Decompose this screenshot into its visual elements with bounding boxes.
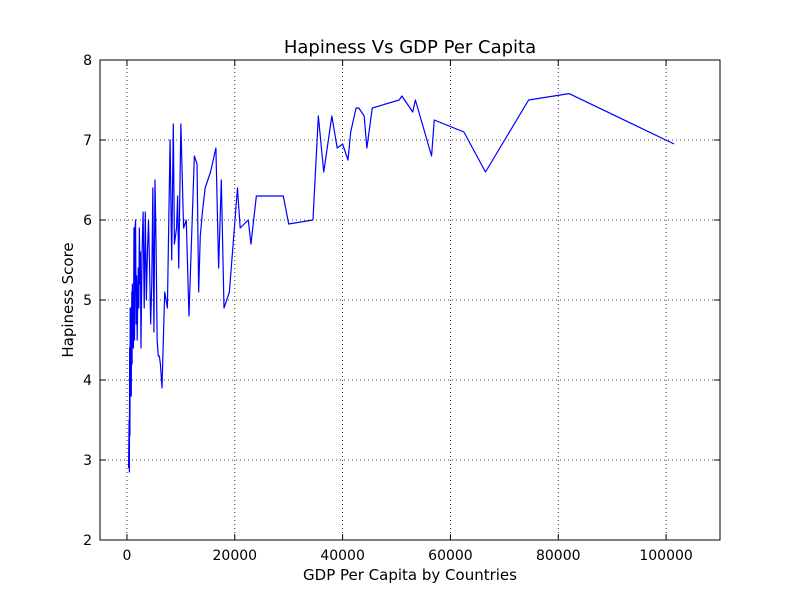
y-tick-label: 2 bbox=[83, 533, 92, 549]
y-tick-label: 8 bbox=[83, 53, 92, 69]
x-tick-label: 20000 bbox=[213, 548, 258, 564]
y-tick-label: 5 bbox=[83, 293, 92, 309]
y-tick-label: 3 bbox=[83, 453, 92, 469]
y-tick-label: 7 bbox=[83, 133, 92, 149]
x-axis-title: GDP Per Capita by Countries bbox=[303, 566, 517, 584]
x-tick-label: 80000 bbox=[536, 548, 581, 564]
y-axis-title: Hapiness Score bbox=[59, 242, 77, 357]
y-tick-label: 4 bbox=[83, 373, 92, 389]
series-layer bbox=[127, 92, 675, 473]
x-tick-label: 0 bbox=[122, 548, 131, 564]
chart-title: Hapiness Vs GDP Per Capita bbox=[284, 37, 536, 58]
x-tick-label: 60000 bbox=[428, 548, 473, 564]
series-line bbox=[127, 92, 675, 473]
y-tick-label: 6 bbox=[83, 213, 92, 229]
axis-ticks: 0 20000 40000 60000 80000 100000 2 3 4 5 6 7 8 bbox=[83, 53, 720, 564]
x-tick-label: 40000 bbox=[320, 548, 365, 564]
grid-lines bbox=[100, 60, 720, 540]
x-tick-label: 100000 bbox=[639, 548, 692, 564]
